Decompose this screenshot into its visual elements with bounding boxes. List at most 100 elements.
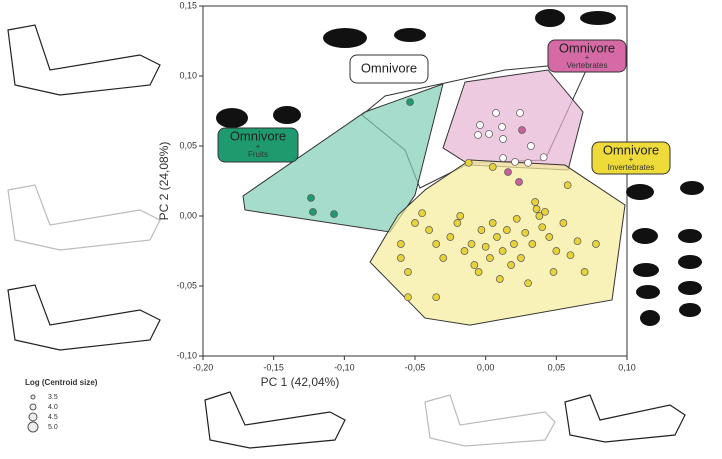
size-legend-marker xyxy=(28,412,38,422)
x-tick-label: -0,05 xyxy=(405,362,426,372)
y-tick-label: 0,15 xyxy=(179,0,197,10)
label-text: Omnivore xyxy=(559,40,615,55)
point xyxy=(488,163,497,171)
point xyxy=(524,279,532,288)
point xyxy=(541,207,549,216)
group-label: Omnivore + Fruits xyxy=(217,127,299,163)
point xyxy=(446,233,455,241)
point xyxy=(330,210,338,218)
size-legend-marker xyxy=(30,394,36,400)
point xyxy=(467,240,476,248)
point xyxy=(515,178,523,186)
label-text: + xyxy=(585,53,590,62)
point xyxy=(512,214,521,223)
point xyxy=(418,209,426,218)
point xyxy=(516,109,524,117)
group-label: Omnivore + Vertebrates xyxy=(547,39,627,73)
size-legend-title: Log (Centroid size) xyxy=(25,378,98,387)
point xyxy=(566,251,575,260)
y-axis-label: PC 2 (24,08%) xyxy=(157,142,171,221)
point xyxy=(517,254,525,262)
point xyxy=(511,158,519,166)
point xyxy=(498,123,506,131)
point xyxy=(507,261,515,269)
point xyxy=(492,109,500,117)
point xyxy=(488,219,497,227)
x-tick-label: 0,10 xyxy=(618,362,636,372)
point xyxy=(476,121,484,129)
group-label: Omnivore xyxy=(349,54,429,84)
point xyxy=(460,247,469,255)
point xyxy=(503,226,511,234)
size-legend-label: 4.5 xyxy=(48,414,58,421)
y-tick-label: 0,05 xyxy=(179,140,197,150)
point xyxy=(307,194,315,202)
x-tick-label: 0,00 xyxy=(477,362,495,372)
point xyxy=(518,126,526,134)
jaw-drawing xyxy=(564,394,686,443)
point xyxy=(481,242,490,251)
point xyxy=(404,268,412,276)
point xyxy=(504,168,512,176)
label-text: Omnivore xyxy=(603,142,659,157)
jaw-drawing xyxy=(204,391,346,449)
point xyxy=(404,293,412,302)
point xyxy=(498,247,507,255)
point xyxy=(499,154,507,162)
jaw-drawing xyxy=(7,24,161,96)
jaw-drawing xyxy=(424,394,556,447)
label-text: Omnivore xyxy=(361,60,417,75)
point xyxy=(453,219,462,227)
convex-hull xyxy=(242,83,444,233)
point xyxy=(538,223,547,232)
label-text: Vertebrates xyxy=(567,61,608,70)
point xyxy=(521,228,530,237)
point xyxy=(532,205,541,213)
point xyxy=(411,219,419,227)
point xyxy=(573,237,582,246)
point xyxy=(474,268,483,276)
x-axis-label: PC 1 (42,04%) xyxy=(261,375,340,389)
point xyxy=(309,208,317,216)
group-label: Omnivore + Invertebrates xyxy=(591,141,671,175)
point xyxy=(580,268,589,276)
point xyxy=(477,226,486,234)
point xyxy=(539,153,548,162)
point xyxy=(527,142,535,150)
size-legend-label: 4.0 xyxy=(48,404,58,411)
point xyxy=(499,135,507,143)
point xyxy=(559,219,568,227)
label-text: Invertebrates xyxy=(608,163,655,172)
label-text: + xyxy=(256,142,261,151)
size-legend-label: 3.5 xyxy=(48,394,58,401)
point xyxy=(397,254,405,262)
x-tick-label: -0,20 xyxy=(193,362,214,372)
jaw-drawing xyxy=(7,284,161,351)
point xyxy=(535,212,544,220)
point xyxy=(545,233,554,241)
size-legend-marker xyxy=(27,421,39,433)
label-text: Omnivore xyxy=(230,128,286,143)
point xyxy=(425,226,433,234)
convex-hull xyxy=(442,69,584,171)
point xyxy=(474,131,482,139)
x-tick-label: -0,10 xyxy=(334,362,355,372)
point xyxy=(552,247,561,255)
point xyxy=(470,261,479,269)
point xyxy=(495,275,504,283)
size-legend-marker xyxy=(29,403,37,411)
x-tick-label: 0,05 xyxy=(548,362,566,372)
y-tick-label: -0,05 xyxy=(176,280,197,290)
silhouettes xyxy=(216,9,704,326)
x-tick-label: -0,15 xyxy=(263,362,284,372)
y-tick-label: 0,10 xyxy=(179,70,197,80)
y-tick-label: 0,00 xyxy=(179,210,197,220)
point xyxy=(528,240,537,248)
point xyxy=(592,240,600,248)
label-text: + xyxy=(629,155,634,164)
y-tick-label: -0,10 xyxy=(176,350,197,360)
point xyxy=(485,130,493,138)
point xyxy=(524,158,532,167)
plot: -0,20 -0,15 -0,10 -0,05 0,00 0,05 0,10 -0,10 -0,… xyxy=(176,0,635,372)
